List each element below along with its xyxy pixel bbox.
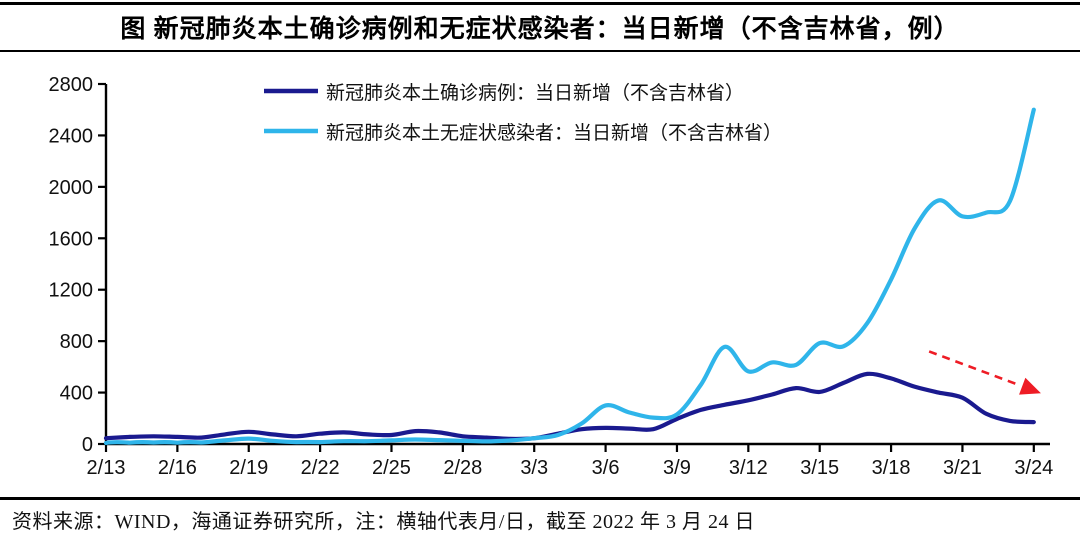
x-tick-label: 3/18 [872,457,911,479]
figure-title: 图 新冠肺炎本土确诊病例和无症状感染者：当日新增（不含吉林省，例） [120,16,960,43]
x-tick-label: 3/21 [943,457,982,479]
x-tick-label: 2/28 [443,457,482,479]
x-tick-label: 2/25 [372,457,411,479]
y-tick-label: 800 [60,331,93,353]
y-tick-label: 2400 [49,125,94,147]
y-tick-label: 400 [60,383,93,405]
trend-arrow-shaft [928,350,1021,387]
legend-confirmed-label: 新冠肺炎本土确诊病例：当日新增（不含吉林省） [326,82,744,104]
y-tick-label: 1200 [49,280,94,302]
axes [104,84,1050,446]
trend-arrow-head [1019,377,1041,395]
source-note: 资料来源：WIND，海通证券研究所，注：横轴代表月/日，截至 2022 年 3 … [12,511,755,533]
footer-divider [0,497,1080,500]
y-tick-label: 0 [82,434,93,456]
x-tick-label: 2/13 [87,457,126,479]
y-tick-label: 2000 [49,177,94,199]
x-tick-label: 2/22 [301,457,340,479]
x-tick-label: 3/24 [1014,457,1053,479]
x-tick-label: 2/19 [229,457,268,479]
y-tick-label: 1600 [49,228,94,250]
x-tick-label: 3/9 [663,457,691,479]
x-tick-label: 3/15 [800,457,839,479]
x-tick-label: 3/6 [592,457,620,479]
y-tick-label: 2800 [49,74,94,96]
x-tick-label: 3/12 [729,457,768,479]
title-divider [0,50,1080,52]
x-tick-label: 3/3 [520,457,548,479]
x-tick-label: 2/16 [158,457,197,479]
top-rule [0,2,1080,5]
legend-asymptomatic-label: 新冠肺炎本土无症状感染者：当日新增（不含吉林省） [326,122,782,144]
series-asymptomatic-line [103,107,1036,446]
